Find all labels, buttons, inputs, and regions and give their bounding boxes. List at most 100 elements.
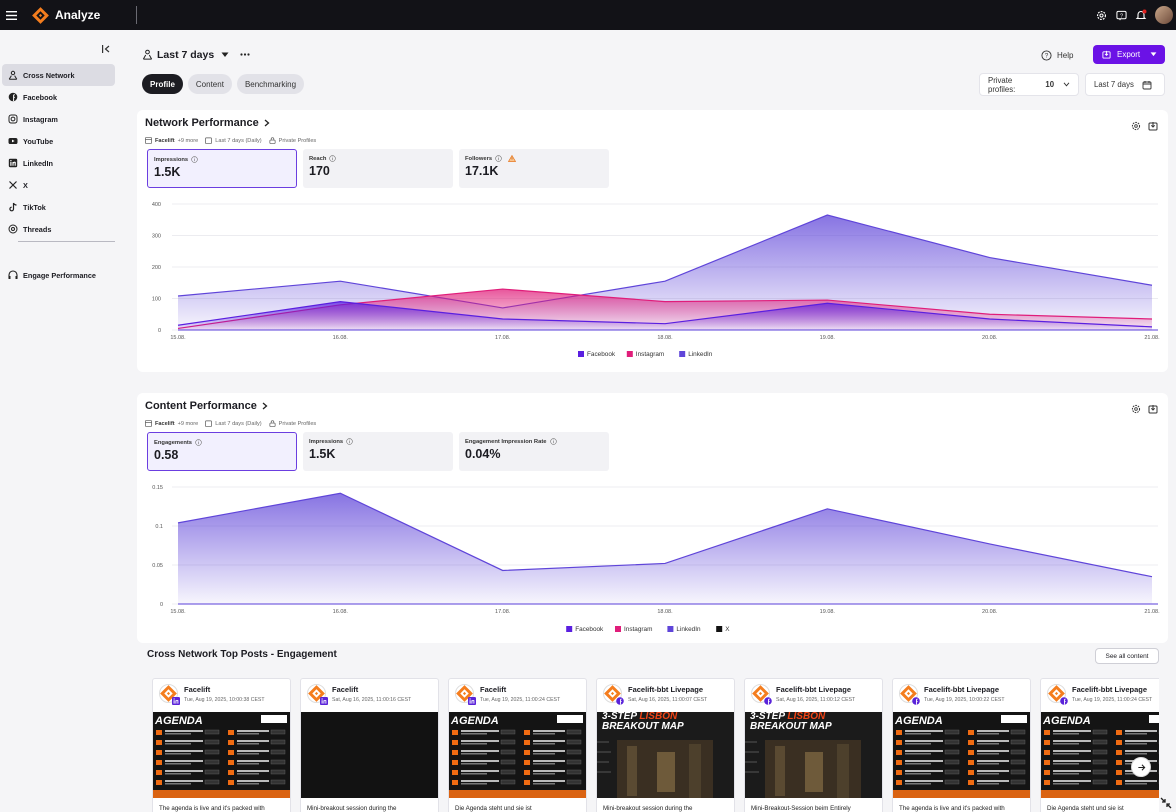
date-range-filter[interactable]: Last 7 days [1085,73,1165,96]
kpi-card-impressions[interactable]: Impressions 1.5K [303,432,453,471]
info-icon[interactable] [191,156,198,163]
post-image[interactable]: AGENDA [1041,712,1159,798]
legend-label: Instagram [636,351,664,358]
kpi-card-followers[interactable]: Followers 17.1K [459,149,609,188]
kpi-card-engagement-impression-rate[interactable]: Engagement Impression Rate 0.04% [459,432,609,471]
post-avatar [751,684,770,703]
network-performance-title[interactable]: Network Performance [145,117,270,129]
post-date: Tue, Aug 19, 2025, 11:00:24 CEST [480,697,561,703]
chevron-down-icon[interactable] [221,52,229,58]
post-text: The agenda is live and it's packed with [899,805,1005,812]
sidebar-item-instagram[interactable]: Instagram [2,108,115,130]
help-chat-icon[interactable]: ? [1111,0,1131,30]
post-card[interactable]: Facelift-bbt Livepage Tue, Aug 19, 2025, … [892,678,1031,812]
info-icon[interactable] [346,438,353,445]
legend-item-linkedin[interactable]: LinkedIn [667,626,701,633]
settings-icon[interactable] [1131,121,1141,131]
app-logo[interactable]: Analyze [32,6,101,24]
post-image[interactable]: 3-STEP LISBON BREAKOUT MAP [745,712,882,798]
kpi-label: Engagement Impression Rate [465,438,547,445]
x-tick-label: 19.08. [820,335,836,341]
x-tick-label: 18.08. [657,609,673,615]
legend-item-linkedin[interactable]: LinkedIn [679,351,713,358]
info-icon[interactable] [329,155,337,162]
sidebar-item-cross-network[interactable]: Cross Network [2,64,115,86]
post-card[interactable]: Facelift-bbt Livepage Tue, Aug 19, 2025, … [1040,678,1159,812]
app-title: Analyze [55,8,101,22]
user-avatar[interactable] [1155,6,1173,24]
network-performance-chart: 0 100 200 300 400 15.08. 16.08. 17.08. 18.08. 19.… [152,202,1160,358]
menu-icon[interactable] [0,0,22,30]
post-image[interactable]: AGENDA [153,712,290,798]
post-card[interactable]: Facelift Sat, Aug 16, 2025, 11:00:16 CEST… [300,678,439,812]
sidebar-item-linkedin[interactable]: LinkedIn [2,152,115,174]
download-icon[interactable] [1148,121,1158,131]
post-card[interactable]: Facelift Tue, Aug 19, 2025, 10:00:38 CEST… [152,678,291,812]
post-card[interactable]: Facelift Tue, Aug 19, 2025, 11:00:24 CEST… [448,678,587,812]
youtube-icon [8,136,18,146]
post-text: Mini-breakout session during the [307,805,397,812]
period-selector-label[interactable]: Last 7 days [157,49,215,61]
sidebar-item-label: Instagram [23,114,58,124]
settings-icon[interactable] [1091,0,1111,30]
post-date: Tue, Aug 19, 2025, 10:00:38 CEST [184,697,265,703]
export-button[interactable]: Export [1093,45,1165,64]
post-card[interactable]: Facelift-bbt Livepage Sat, Aug 16, 2025, … [744,678,883,812]
private-profiles-count: 10 [1045,80,1055,89]
settings-icon[interactable] [1131,404,1141,414]
post-image[interactable]: AGENDA [893,712,1030,798]
more-options-icon[interactable] [240,53,250,56]
post-image[interactable]: AGENDA [449,712,586,798]
sidebar-item-threads[interactable]: Threads [2,218,115,240]
y-tick-label: 0 [160,602,163,608]
x-tick-label: 16.08. [333,335,349,341]
series-line-linkedin[interactable] [177,492,1153,578]
info-icon[interactable] [549,438,557,445]
download-icon[interactable] [1148,404,1158,414]
see-all-content-button[interactable]: See all content [1095,648,1159,664]
notification-bell-icon[interactable] [1131,0,1151,30]
tab-content[interactable]: Content [187,74,232,94]
kpi-value: 1.5K [154,165,181,179]
calendar-icon [205,420,213,427]
legend-item-instagram[interactable]: Instagram [615,626,652,633]
legend-label: Facebook [587,351,616,358]
network-performance-card: Network Performance Facelift +9 more Las… [137,110,1168,372]
x-tick-label: 15.08. [170,335,186,341]
legend-item-facebook[interactable]: Facebook [566,626,604,633]
card-meta: Facelift +9 more Last 7 days (Daily) Pri… [145,420,316,427]
legend-item-x[interactable]: X [716,626,730,633]
legend-item-facebook[interactable]: Facebook [578,351,616,358]
kpi-label: Impressions [309,438,344,445]
sidebar-item-tiktok[interactable]: TikTok [2,196,115,218]
info-icon[interactable] [195,439,202,446]
series-line-linkedin[interactable] [177,214,1153,309]
legend-swatch [667,626,674,632]
tab-profile[interactable]: Profile [142,74,183,94]
kpi-card-impressions[interactable]: Impressions 1.5K [147,149,297,188]
tab-benchmarking[interactable]: Benchmarking [236,74,305,94]
collapse-sidebar-icon[interactable] [101,41,111,53]
kpi-card-reach[interactable]: Reach 170 [303,149,453,188]
sidebar-item-x[interactable]: X [2,174,115,196]
sidebar-item-label: TikTok [23,202,46,212]
help-button[interactable]: ? Help [1041,45,1073,65]
info-icon[interactable] [495,155,502,162]
post-card[interactable]: Facelift-bbt Livepage Sat, Aug 16, 2025, … [596,678,735,812]
post-image[interactable] [301,712,438,798]
content-performance-title[interactable]: Content Performance [145,400,268,412]
series-line-facebook[interactable] [177,301,1153,328]
kpi-card-engagements[interactable]: Engagements 0.58 [147,432,297,471]
sidebar-item-engage-performance[interactable]: Engage Performance [2,264,115,286]
sidebar-item-youtube[interactable]: YouTube [2,130,115,152]
sidebar-item-label: Engage Performance [23,270,96,280]
post-image-title: AGENDA [450,715,499,727]
sidebar-item-facebook[interactable]: Facebook [2,86,115,108]
network-icon [142,49,153,60]
carousel-next-button[interactable] [1131,757,1151,777]
collapse-arrows-icon[interactable] [1160,797,1172,809]
private-profiles-filter[interactable]: Private profiles: 10 [979,73,1079,96]
post-image[interactable]: 3-STEP LISBON BREAKOUT MAP [597,712,734,798]
sidebar-nav-secondary: Engage Performance [2,264,115,286]
legend-item-instagram[interactable]: Instagram [626,351,664,358]
